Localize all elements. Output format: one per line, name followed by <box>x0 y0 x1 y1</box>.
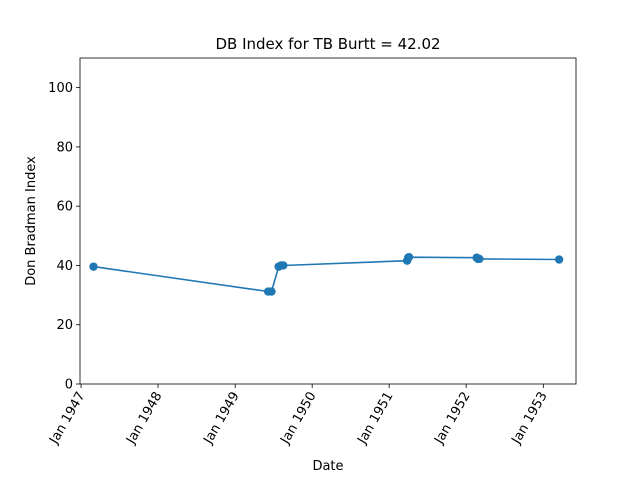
data-point <box>267 287 276 296</box>
x-axis: Jan 1947 Jan 1948 Jan 1949 Jan 1950 Jan 1951… <box>46 384 551 448</box>
plot-area <box>79 57 577 385</box>
data-point <box>475 254 484 264</box>
x-tick-label: Jan 1947 <box>46 390 88 448</box>
y-axis: 0 20 40 60 80 100 <box>48 81 80 393</box>
y-tick-label: 60 <box>56 200 73 215</box>
data-point <box>554 255 564 264</box>
x-axis-label: Date <box>312 459 343 474</box>
x-tick-label: Jan 1952 <box>431 390 473 448</box>
y-tick-label: 40 <box>56 259 73 274</box>
y-tick-label: 0 <box>65 378 73 393</box>
data-point <box>89 262 98 271</box>
x-tick-label: Jan 1949 <box>201 390 243 448</box>
x-tick-label: Jan 1948 <box>123 390 165 448</box>
y-tick-label: 80 <box>56 140 73 155</box>
x-tick-label: Jan 1950 <box>278 390 320 448</box>
chart-title: DB Index for TB Burtt = 42.02 <box>215 35 440 53</box>
data-point <box>404 252 414 262</box>
data-point <box>279 261 288 270</box>
y-axis-label: Don Bradman Index <box>24 156 39 286</box>
series-group <box>89 252 564 296</box>
y-tick-label: 100 <box>48 81 73 96</box>
x-tick-label: Jan 1951 <box>354 390 396 448</box>
y-tick-label: 20 <box>56 318 73 333</box>
x-tick-label: Jan 1953 <box>509 390 551 448</box>
